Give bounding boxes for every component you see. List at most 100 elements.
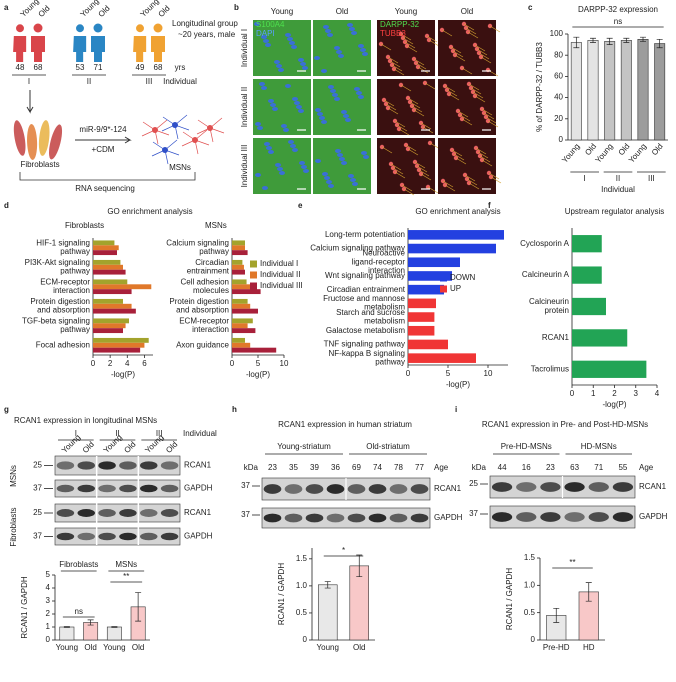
neurite [394,120,406,128]
fibroblast [13,120,26,156]
y-tick-label: 0 [46,635,51,644]
bar [93,323,126,329]
cell-type-label: MSNs [9,465,18,487]
y-tick-label: 80 [554,50,563,59]
blot [489,505,636,529]
cell-label: Fibroblasts [20,160,59,169]
micrograph [438,138,496,194]
bar [572,297,606,316]
nucleus [323,25,329,29]
blot-band [77,509,95,517]
blot-band [119,484,137,493]
blot-band [56,461,75,470]
age-group-label: Old [157,4,172,19]
category-label: Protein digestion and absorption [169,297,229,315]
nucleus [363,155,369,159]
individual-title: Individual [183,429,217,438]
legend-label: Individual II [260,270,300,279]
neurite [402,37,414,45]
neurite [468,182,480,190]
age-label: 23 [546,463,555,472]
x-tick-label: Young [560,142,581,165]
legend-label: Individual III [260,281,303,290]
bar [232,342,251,348]
nucleus [349,27,355,31]
neurite [454,54,466,62]
label-line: entrainment [187,267,230,276]
nucleus [317,112,323,116]
nucleus [255,173,261,177]
label-line: Fructose and mannose [323,294,405,303]
neurite [407,148,419,156]
label-line: HIF-1 signaling [36,239,90,248]
legend-swatch [440,274,447,282]
error-bar [640,36,646,42]
category-label: Long-term potentiation [325,230,405,239]
category-label: ECM-receptor interaction [40,278,90,296]
blot-band [368,484,387,494]
nucleus [327,33,333,37]
bar [93,337,149,343]
bar [408,284,444,295]
neurite [444,85,456,93]
blot-band [612,512,634,522]
category-label: Axon guidance [176,340,229,349]
neurite [461,67,473,75]
neurite [181,129,210,155]
x-tick-label: 10 [484,369,493,378]
nucleus [315,159,321,163]
nucleus [328,184,334,188]
person-body [133,36,147,62]
stain-label: S100A4 [256,20,285,29]
age-label: 49 [136,63,145,72]
label-line: ECM-receptor [40,278,90,287]
blot-band [263,513,282,523]
x-tick-label: 0 [91,359,96,368]
neurite [404,41,416,49]
neurite [383,99,395,107]
nucleus [362,52,368,56]
y-tick-label: 0 [531,635,536,644]
category-label: Circadian entrainment [327,285,406,294]
neurite [400,84,412,92]
marker-label: 25 [469,479,478,488]
age-label: 36 [331,463,340,472]
bar [572,329,628,347]
error-bar [623,37,630,43]
nucleus [315,108,321,112]
nucleus [255,122,261,126]
category-label: Circadian entrainment [187,258,230,276]
protein-label: RCAN1 [184,461,212,470]
label-line: molecules [193,286,229,295]
blot-band [326,513,345,523]
neurite [485,116,497,124]
neurite [474,44,486,52]
neurite [487,120,499,128]
lane-label: Old [164,440,179,455]
marker-label: 37 [33,532,42,541]
neurite [448,93,460,101]
blot-band [77,484,95,493]
bar [570,42,582,141]
nucleus [266,146,272,150]
nucleus [289,41,295,45]
nucleus [338,54,344,58]
blot [261,507,431,529]
individual-title: Individual [163,77,197,86]
label-line: Circadian [195,258,229,267]
label-line: pathway [60,325,90,334]
bar [604,41,616,141]
neurite [391,64,403,72]
neurite [459,114,471,122]
bar [232,318,253,324]
bar [93,289,132,295]
nucleus [345,118,351,122]
nucleus [326,180,332,184]
neurite [428,39,440,47]
x-tick-label: Young [594,142,615,165]
nucleus [257,126,263,130]
blot-band [368,513,387,523]
marker-label: 37 [241,481,250,490]
neurite [488,172,500,180]
nucleus [352,182,358,186]
